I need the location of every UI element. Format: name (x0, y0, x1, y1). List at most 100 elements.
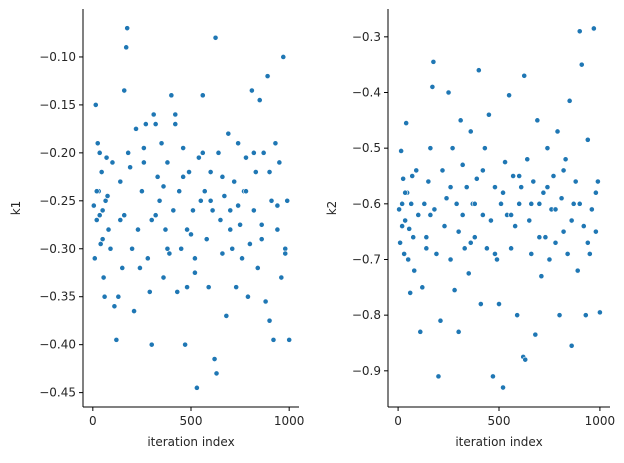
y-tick-label: −0.3 (352, 30, 381, 44)
data-point (400, 175, 407, 182)
data-point (435, 373, 442, 380)
data-point (564, 251, 571, 257)
data-point (104, 193, 111, 199)
x-tick-label: 500 (180, 414, 203, 428)
data-point (410, 234, 417, 241)
data-point (102, 197, 109, 204)
data-point (266, 317, 273, 324)
data-point (423, 245, 430, 252)
data-point (190, 207, 196, 214)
data-point (451, 287, 458, 294)
data-point (256, 97, 263, 104)
data-point (514, 312, 521, 319)
data-point (526, 217, 533, 224)
data-point (453, 200, 460, 207)
y-tick-label: −0.10 (39, 50, 76, 64)
x-tick-label: 500 (488, 414, 511, 428)
data-point (235, 202, 242, 209)
data-point (574, 267, 581, 274)
data-point (475, 67, 482, 74)
data-point (521, 72, 528, 79)
data-point (107, 245, 114, 252)
y-tick-label: −0.45 (39, 386, 76, 400)
data-point (584, 136, 591, 143)
data-point (140, 145, 147, 151)
data-point (225, 130, 232, 137)
data-point (205, 284, 212, 291)
y-tick-label: −0.6 (352, 197, 381, 211)
data-point (101, 293, 108, 300)
data-point (536, 234, 543, 241)
data-point (486, 111, 492, 118)
data-point (477, 301, 484, 307)
data-point (239, 255, 245, 262)
data-point (162, 226, 169, 233)
data-point (243, 154, 249, 161)
data-point (396, 206, 402, 213)
data-point (552, 206, 559, 213)
data-point (586, 251, 593, 257)
data-point (455, 228, 462, 235)
y-tick-label: −0.7 (352, 252, 381, 266)
data-point (166, 250, 173, 257)
data-point (441, 223, 448, 229)
data-point (268, 197, 275, 204)
data-point (117, 178, 124, 185)
y-axis-label: k1 (9, 201, 23, 216)
y-tick-label: −0.25 (39, 194, 76, 208)
data-point (463, 184, 470, 191)
data-point (576, 200, 583, 207)
data-point (168, 92, 175, 99)
data-point (266, 169, 273, 175)
data-point (221, 193, 228, 199)
data-point (156, 197, 163, 204)
data-point (427, 212, 434, 218)
data-point (99, 236, 106, 243)
data-point (439, 167, 446, 174)
data-point (594, 178, 601, 185)
data-point (270, 336, 277, 343)
data-point (572, 178, 579, 185)
x-axis-label: iteration index (147, 435, 234, 449)
data-point (186, 169, 192, 175)
data-point (582, 312, 589, 319)
y-tick-label: −0.30 (39, 242, 76, 256)
data-point (532, 331, 539, 338)
data-point (427, 145, 434, 152)
data-point (223, 312, 230, 319)
data-point (201, 188, 208, 195)
data-point (413, 167, 420, 174)
data-point (459, 212, 466, 218)
data-point (402, 189, 409, 196)
data-point (152, 121, 159, 127)
data-point (578, 61, 585, 68)
data-point (516, 200, 523, 207)
data-point (197, 197, 204, 204)
data-point (211, 356, 218, 362)
data-point (403, 120, 410, 127)
data-point (455, 328, 462, 335)
data-point (100, 274, 107, 281)
data-point (546, 256, 553, 263)
data-point (109, 159, 116, 166)
k1-scatter-panel: −0.45 −0.40 −0.35 −0.30 −0.25 −0.20 −0.15 −0.10… (9, 9, 304, 449)
data-point (550, 173, 557, 179)
data-point (174, 289, 181, 295)
data-point (506, 92, 512, 99)
k2-scatter-panel: −0.9 −0.8 −0.7 −0.6 −0.5 −0.4 −0.3 0 500 1000 iter… (325, 9, 615, 449)
data-point (399, 200, 406, 207)
data-point (544, 184, 551, 191)
data-point (252, 169, 259, 175)
data-point (522, 356, 529, 363)
data-point (178, 245, 185, 252)
data-point (188, 231, 194, 238)
data-point (180, 145, 187, 151)
data-point (133, 125, 139, 132)
data-point (262, 298, 269, 305)
data-point (278, 274, 285, 281)
data-point (131, 308, 137, 314)
data-point (498, 200, 504, 207)
data-point (158, 140, 165, 147)
data-point (447, 184, 454, 191)
data-point (449, 145, 456, 152)
